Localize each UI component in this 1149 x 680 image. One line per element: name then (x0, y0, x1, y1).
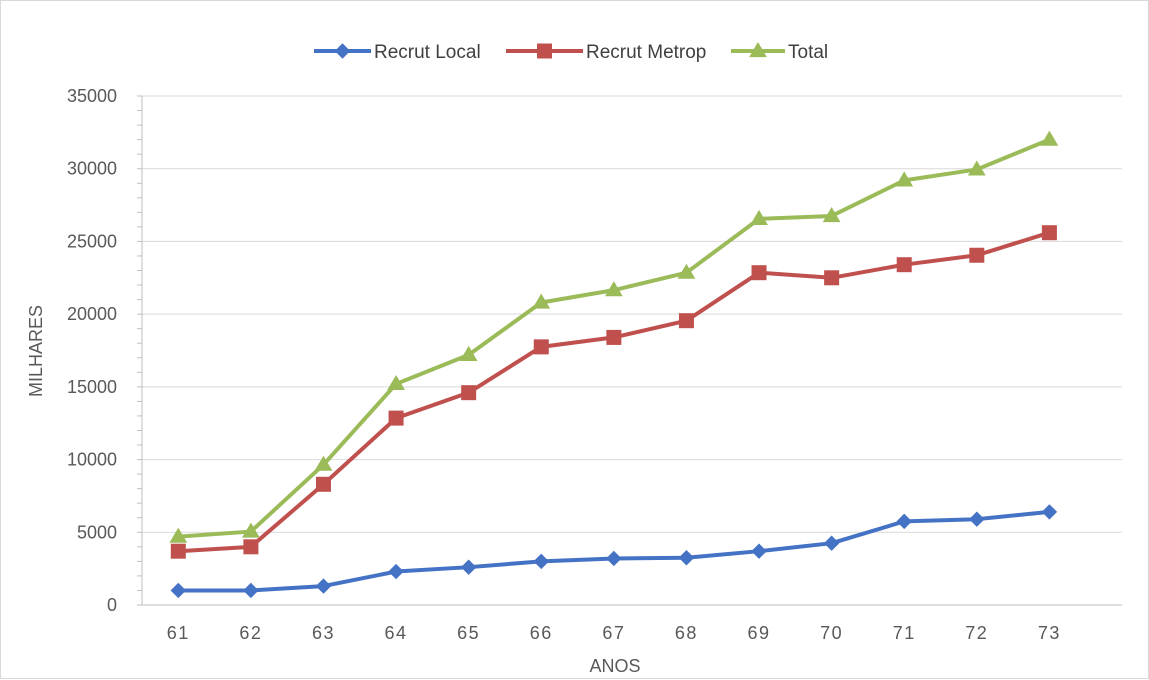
legend-label: Recrut Metrop (586, 42, 706, 63)
legend-marker (749, 42, 767, 58)
legend-label: Total (788, 42, 828, 63)
data-point-recrut-metrop (533, 339, 549, 355)
x-tick-label: 70 (820, 623, 843, 643)
x-tick-label: 61 (167, 623, 190, 643)
series-lines (176, 137, 1052, 593)
y-tick-label: 20000 (67, 304, 117, 324)
y-tick-label: 15000 (67, 377, 117, 397)
data-point-recrut-metrop (461, 385, 477, 401)
data-point-recrut-metrop (243, 539, 259, 555)
y-axis-title: MILHARES (26, 305, 46, 397)
legend-marker (334, 43, 351, 59)
legend-item-recrut-local: Recrut Local (314, 42, 481, 63)
data-point-recrut-local (388, 563, 404, 580)
y-tick-label: 5000 (77, 522, 117, 542)
data-point-recrut-local (243, 582, 259, 599)
data-point-total (314, 455, 333, 471)
x-tick-labels: 61 62 63 64 65 66 67 68 69 70 71 72 73 (167, 623, 1061, 643)
data-point-total (677, 263, 696, 279)
y-tick-label: 0 (107, 595, 117, 615)
legend-item-recrut-metrop: Recrut Metrop (506, 42, 706, 63)
x-axis-title: ANOS (589, 656, 640, 676)
data-point-recrut-local (678, 550, 695, 566)
gridlines (142, 95, 1122, 533)
x-tick-label: 72 (965, 623, 988, 643)
x-tick-label: 69 (748, 623, 771, 643)
data-point-recrut-metrop (896, 257, 912, 273)
y-tick-label: 10000 (67, 450, 117, 470)
data-point-recrut-local (969, 511, 985, 527)
data-point-total (822, 206, 841, 223)
x-tick-label: 73 (1038, 623, 1061, 643)
y-tick-labels: 0 5000 10000 15000 20000 25000 30000 35000 (67, 86, 117, 615)
y-tick-label: 30000 (67, 159, 117, 179)
x-tick-label: 65 (457, 623, 480, 643)
data-point-recrut-metrop (678, 313, 694, 329)
legend: Recrut Local Recrut Metrop Total (314, 42, 828, 63)
data-point-recrut-local (896, 513, 912, 530)
data-point-recrut-metrop (969, 247, 985, 263)
x-tick-label: 63 (312, 623, 335, 643)
data-point-recrut-metrop (751, 265, 767, 281)
data-point-recrut-metrop (388, 410, 404, 426)
data-point-total (750, 209, 768, 225)
x-tick-label: 68 (675, 623, 698, 643)
axes (137, 95, 1122, 606)
data-point-total (604, 281, 623, 297)
data-point-total (532, 293, 551, 309)
x-tick-label: 66 (530, 623, 553, 643)
data-point-recrut-metrop (824, 270, 840, 286)
data-point-recrut-local (1041, 504, 1058, 520)
data-point-recrut-metrop (315, 476, 331, 492)
legend-item-total: Total (731, 42, 828, 63)
y-tick-label: 25000 (67, 231, 117, 251)
legend-marker (537, 43, 552, 59)
data-point-recrut-local (170, 582, 187, 599)
data-point-recrut-metrop (1041, 225, 1057, 241)
series-markers (169, 130, 1059, 599)
data-point-recrut-local (315, 578, 332, 594)
x-tick-label: 71 (893, 623, 916, 643)
y-tick-label: 35000 (67, 86, 117, 106)
data-point-recrut-local (823, 535, 840, 551)
data-point-total (967, 160, 986, 176)
data-point-recrut-metrop (606, 329, 622, 345)
data-point-total (242, 522, 260, 538)
data-point-recrut-local (533, 553, 549, 570)
data-point-recrut-metrop (170, 543, 186, 559)
x-tick-label: 67 (602, 623, 625, 643)
data-point-recrut-local (606, 550, 622, 567)
x-tick-label: 64 (385, 623, 408, 643)
data-point-total (387, 374, 405, 391)
x-tick-label: 62 (239, 623, 262, 643)
data-point-total (895, 171, 914, 187)
legend-label: Recrut Local (374, 42, 481, 63)
data-point-total (1040, 130, 1059, 146)
series-line-recrut-metrop (176, 230, 1052, 554)
data-point-total (459, 345, 478, 361)
data-point-recrut-local (460, 559, 477, 575)
data-point-recrut-local (751, 543, 767, 559)
data-point-total (169, 527, 188, 543)
